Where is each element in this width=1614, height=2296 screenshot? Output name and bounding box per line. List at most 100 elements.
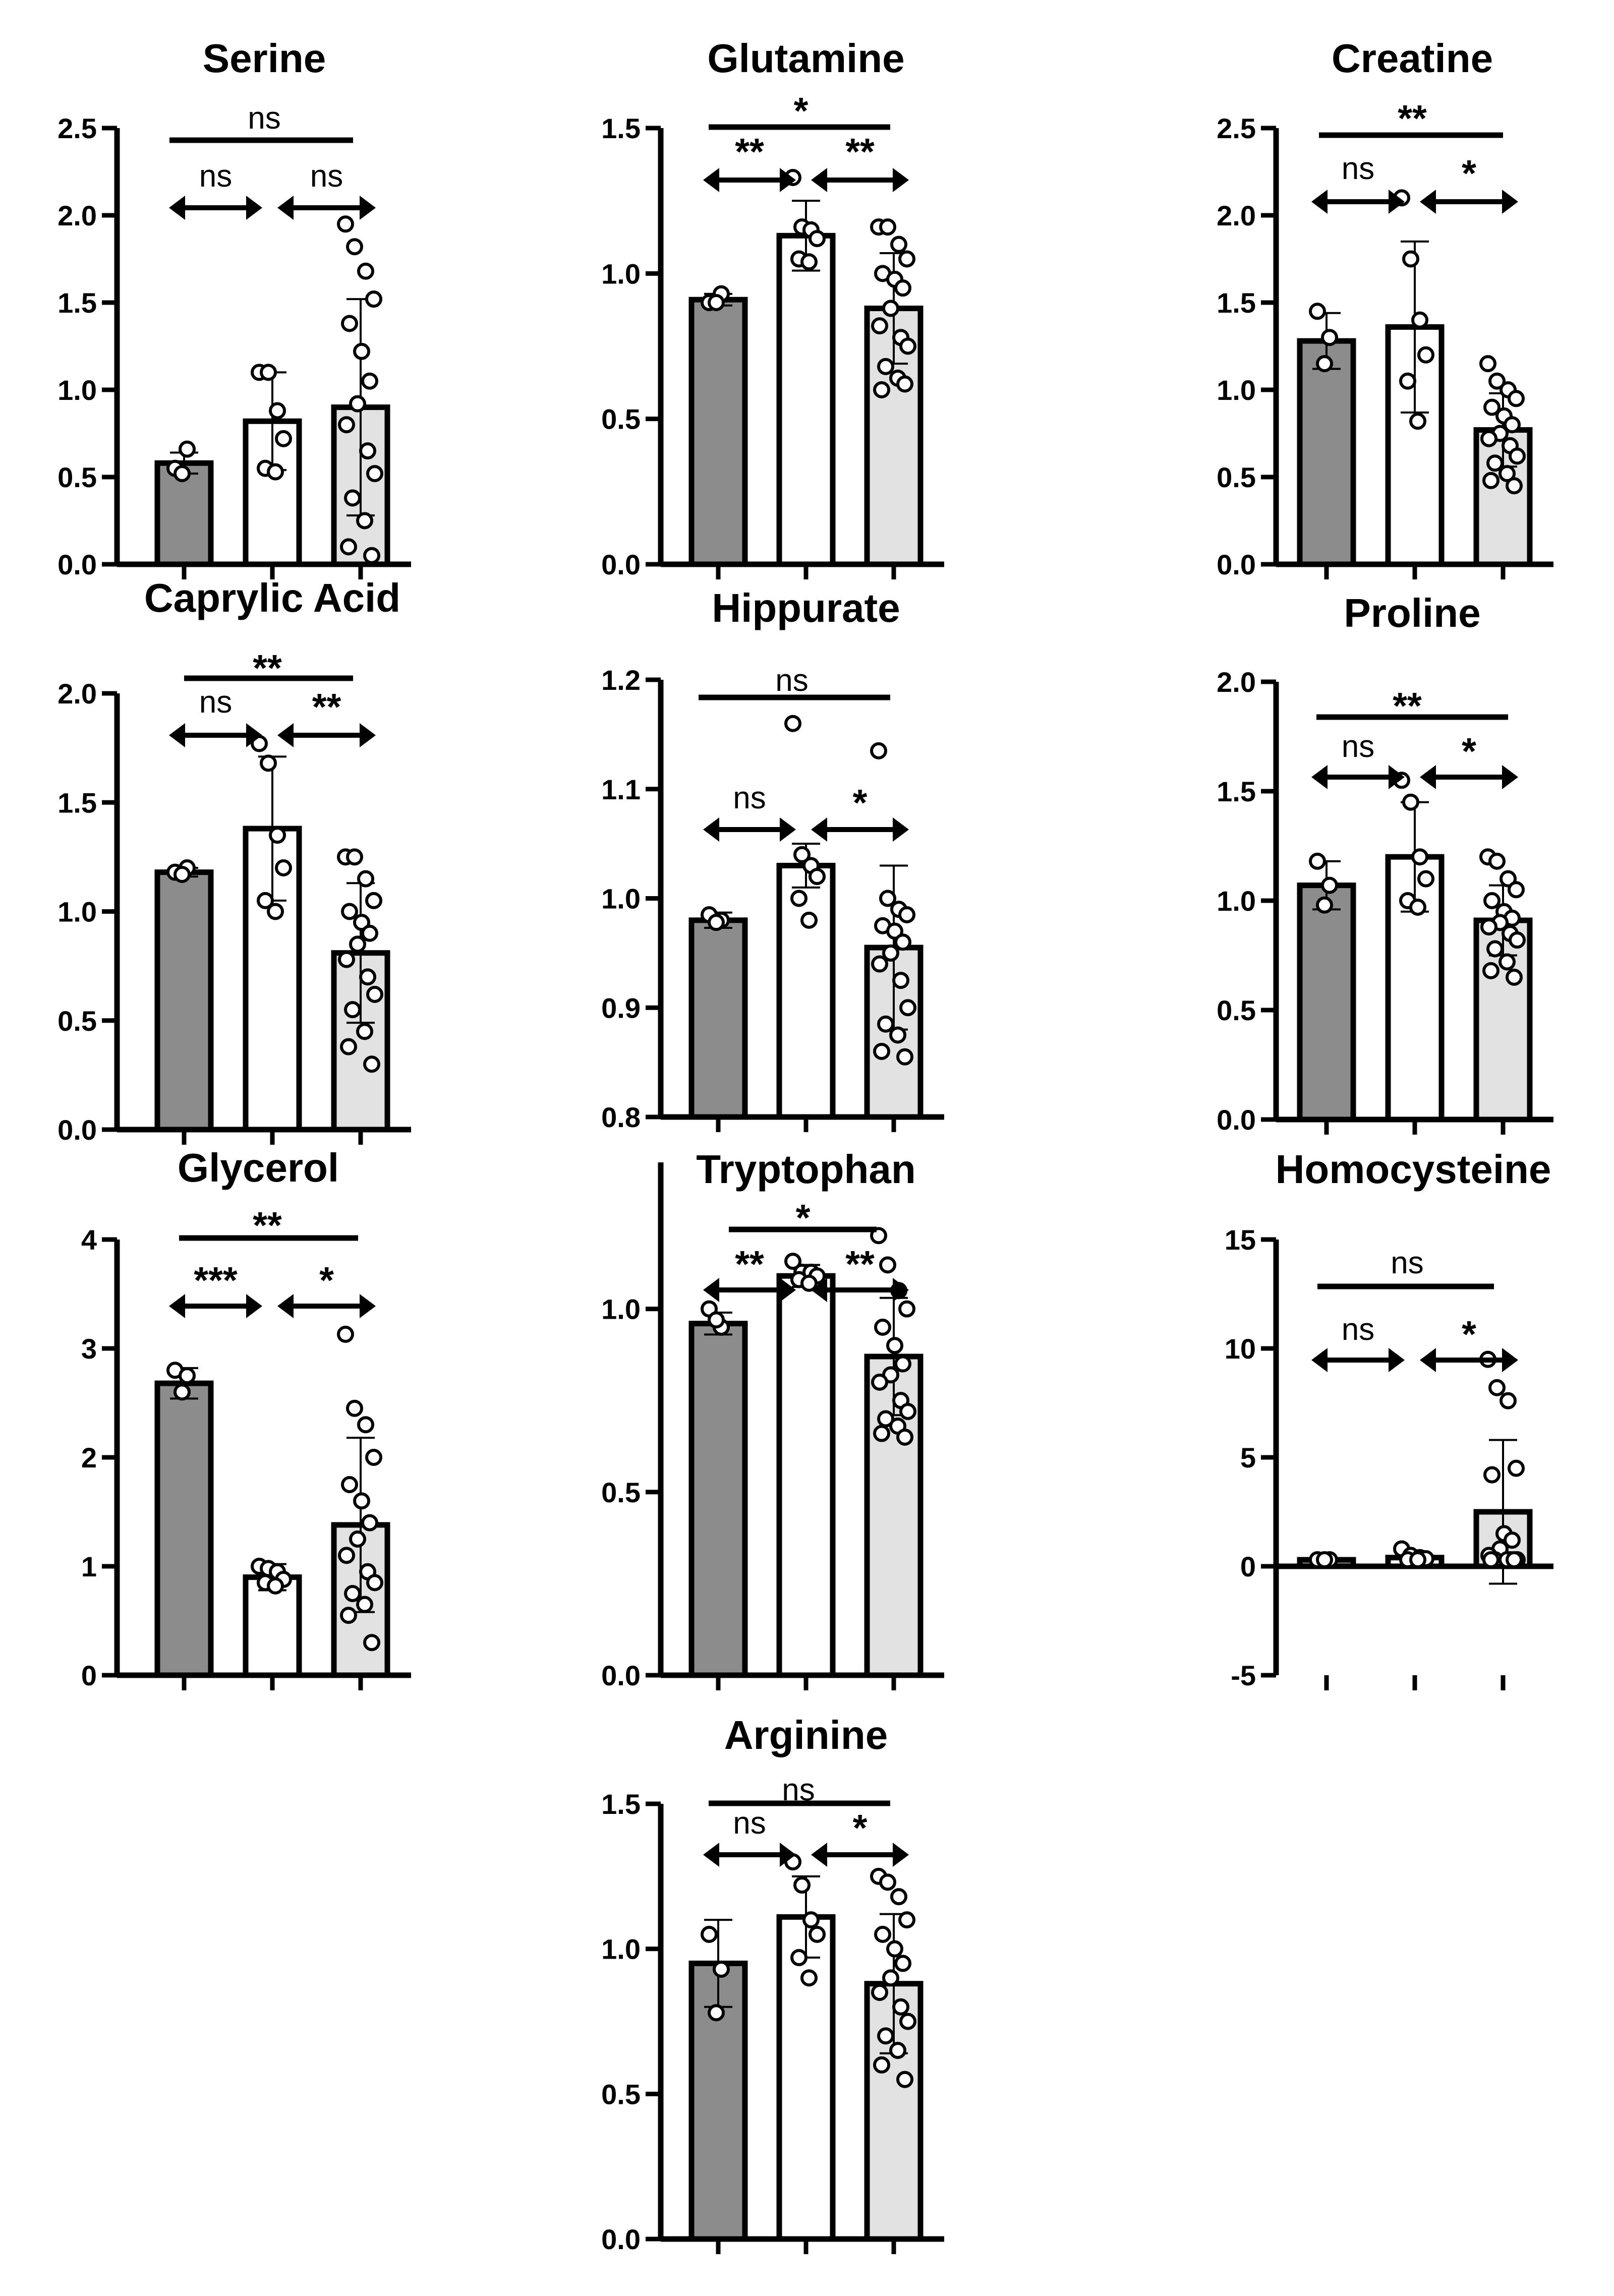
data-point <box>338 416 355 434</box>
bar-group-2 <box>776 862 836 1120</box>
y-tick-label: 1.0 <box>57 374 97 406</box>
pairwise-arrow <box>169 1294 262 1318</box>
data-point <box>344 1585 361 1602</box>
data-point <box>793 846 811 863</box>
chart-title: Arginine <box>724 1713 888 1757</box>
data-point <box>899 1402 916 1420</box>
y-tick-label: 1.0 <box>601 258 641 289</box>
data-point <box>363 1634 380 1652</box>
y-tick-label: 1.2 <box>601 664 641 696</box>
data-point <box>1504 1532 1521 1549</box>
data-point <box>1399 372 1416 390</box>
y-tick-label: 5 <box>1240 1442 1256 1474</box>
data-point <box>1508 881 1525 899</box>
y-tick-label: 1.0 <box>1217 374 1256 406</box>
y-tick-label: 1.5 <box>57 287 97 319</box>
pairwise-significance-label: ** <box>845 131 875 172</box>
pairwise-significance-label: ns <box>310 159 343 194</box>
data-point <box>340 1607 357 1624</box>
pairwise-arrow <box>703 1278 796 1302</box>
data-point <box>889 1026 906 1044</box>
data-point <box>1411 311 1428 329</box>
data-point <box>873 1425 890 1442</box>
data-point <box>1417 346 1434 364</box>
y-tick-label: 1.0 <box>601 883 641 915</box>
data-point <box>366 985 383 1003</box>
y-tick-label: 0 <box>1240 1551 1256 1582</box>
data-point <box>898 250 915 268</box>
pairwise-arrow <box>169 196 262 220</box>
overall-significance-label: * <box>794 90 809 132</box>
y-tick-label: 0 <box>81 1660 97 1691</box>
data-point <box>1486 454 1504 472</box>
data-point <box>1309 303 1326 320</box>
data-point <box>275 430 292 447</box>
overall-significance-label: ns <box>248 101 280 136</box>
data-point <box>1321 876 1338 894</box>
data-point <box>886 1940 903 1958</box>
data-point <box>708 914 725 931</box>
bar-group-1 <box>154 1380 214 1678</box>
data-point <box>877 358 894 375</box>
y-tick-label: 0.9 <box>601 992 641 1024</box>
data-point <box>879 218 896 236</box>
data-point <box>260 364 277 381</box>
data-point <box>1508 390 1525 407</box>
data-point <box>1409 899 1426 916</box>
pairwise-arrow <box>1311 190 1405 214</box>
data-point <box>179 440 196 458</box>
data-point <box>877 1015 894 1033</box>
data-point <box>877 1410 894 1428</box>
data-point <box>365 1449 382 1466</box>
data-point <box>784 1253 801 1270</box>
data-point <box>871 955 888 973</box>
pairwise-arrow <box>811 168 909 192</box>
data-point <box>898 1300 915 1318</box>
y-tick-label: 1.0 <box>601 1293 641 1325</box>
pairwise-arrow <box>1420 190 1518 214</box>
data-point <box>890 1888 907 1906</box>
data-point <box>344 489 361 507</box>
y-tick-label: 15 <box>1225 1224 1256 1256</box>
overall-significance-label: ns <box>782 1773 815 1807</box>
data-point <box>1509 931 1526 949</box>
data-point <box>363 547 380 564</box>
y-tick-label: 0.0 <box>1217 549 1256 580</box>
pairwise-arrow <box>1420 1348 1518 1372</box>
data-point <box>1500 1392 1517 1409</box>
chart-panel-hippurate: Hippurate 0.8 0.9 1.0 1.1 1.2 ns ns * <box>601 585 944 1133</box>
data-point <box>365 290 382 308</box>
data-point <box>892 972 909 989</box>
y-tick-label: 0.0 <box>57 549 97 580</box>
data-point <box>1409 413 1426 430</box>
data-point <box>357 262 374 280</box>
data-point <box>260 754 277 772</box>
data-point <box>341 1476 358 1493</box>
data-point <box>802 1911 820 1929</box>
data-point <box>361 372 378 390</box>
data-point <box>269 402 286 420</box>
data-point <box>871 1983 888 2001</box>
data-point <box>889 2042 906 2059</box>
bar-group-1 <box>688 917 748 1120</box>
pairwise-arrow <box>703 1843 796 1867</box>
data-point <box>1500 870 1517 888</box>
data-point <box>346 848 363 866</box>
data-point <box>894 1955 911 1972</box>
y-tick-label: 1.5 <box>1217 287 1256 319</box>
data-point <box>1482 962 1500 979</box>
y-tick-label: 0.0 <box>601 549 641 580</box>
data-point <box>708 294 725 311</box>
data-point <box>1488 372 1506 390</box>
data-point <box>879 890 896 907</box>
pairwise-arrow <box>1311 1348 1405 1372</box>
pairwise-significance-label: * <box>853 1807 868 1849</box>
pairwise-significance-label: ns <box>1342 729 1374 764</box>
data-point <box>365 892 382 909</box>
data-point <box>790 890 808 907</box>
chart-title: Hippurate <box>712 585 900 630</box>
chart-title: Glycerol <box>178 1145 339 1190</box>
data-point <box>1506 477 1523 495</box>
